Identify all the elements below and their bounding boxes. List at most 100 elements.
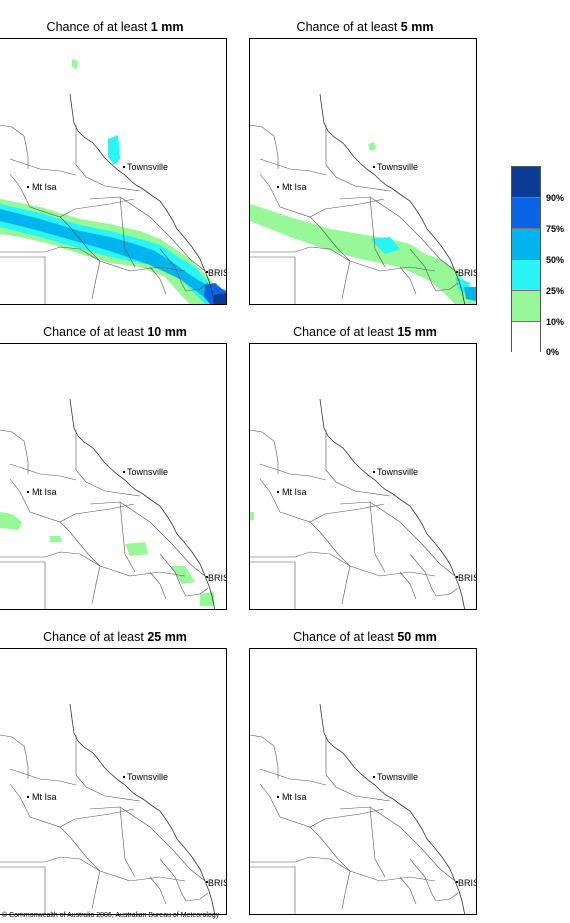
district-boundary xyxy=(89,501,206,577)
panel-title-50mm: Chance of at least 50 mm xyxy=(293,630,437,644)
rain-probability-field xyxy=(250,204,476,304)
district-boundary xyxy=(341,260,351,300)
town-marker xyxy=(27,796,29,798)
town-marker xyxy=(27,186,29,188)
map-panel-10mm: Townsville Mt Isa BRIS xyxy=(0,343,227,610)
district-boundary xyxy=(250,256,296,304)
rain-probability-field xyxy=(108,135,120,165)
coastline xyxy=(319,703,466,914)
panel-title-10mm: Chance of at least 10 mm xyxy=(43,325,187,339)
district-boundary xyxy=(185,892,209,902)
district-boundary xyxy=(259,463,327,481)
mt-isa-label: Mt Isa xyxy=(32,487,57,497)
town-marker xyxy=(123,471,125,473)
district-boundary xyxy=(119,196,136,268)
townsville-label: Townsville xyxy=(377,467,418,477)
town-marker xyxy=(277,796,279,798)
district-boundary xyxy=(339,501,456,577)
district-boundary xyxy=(259,478,385,523)
legend-label-50: 50% xyxy=(546,255,565,265)
legend-band-75-90 xyxy=(512,198,540,229)
district-boundary xyxy=(0,866,46,914)
district-boundary xyxy=(259,173,385,218)
district-boundary xyxy=(369,806,386,878)
district-boundary xyxy=(399,266,417,295)
district-boundary xyxy=(9,463,77,481)
rain-probability-field xyxy=(464,287,476,301)
district-boundary xyxy=(0,256,46,304)
district-boundary xyxy=(0,429,29,474)
district-boundary xyxy=(369,196,386,268)
rain-probability-field xyxy=(170,566,195,584)
district-boundary xyxy=(309,521,351,567)
district-boundary xyxy=(399,571,417,600)
brisbane-label: BRIS xyxy=(208,878,226,888)
mt-isa-label: Mt Isa xyxy=(32,182,57,192)
district-boundary xyxy=(0,246,186,272)
map-canvas: Townsville Mt Isa BRIS xyxy=(0,649,226,914)
district-boundary xyxy=(159,553,187,597)
townsville-label: Townsville xyxy=(377,162,418,172)
district-boundary xyxy=(59,521,101,567)
panel-title-15mm: Chance of at least 15 mm xyxy=(293,325,437,339)
legend-band-50-75 xyxy=(512,229,540,260)
district-boundary xyxy=(0,124,29,169)
brisbane-label: BRIS xyxy=(458,878,476,888)
rain-probability-field xyxy=(250,512,254,520)
district-boundary xyxy=(119,806,136,878)
district-boundary xyxy=(149,876,167,905)
mt-isa-label: Mt Isa xyxy=(282,487,307,497)
panel-title-5mm: Chance of at least 5 mm xyxy=(296,20,434,34)
district-boundary xyxy=(435,282,459,292)
town-marker xyxy=(456,881,458,883)
town-marker xyxy=(373,166,375,168)
district-boundary xyxy=(185,587,209,597)
panel-title-25mm: Chance of at least 25 mm xyxy=(43,630,187,644)
brisbane-label: BRIS xyxy=(208,268,226,278)
district-boundary xyxy=(409,553,437,597)
district-boundary xyxy=(89,196,206,272)
district-boundary xyxy=(159,858,187,902)
rain-probability-field xyxy=(200,592,214,606)
map-panel-25mm: Townsville Mt Isa BRIS xyxy=(0,648,227,915)
rain-probability-field xyxy=(214,293,226,304)
map-canvas: Townsville Mt Isa BRIS xyxy=(250,39,476,304)
rain-probability-field xyxy=(0,209,226,304)
rain-probability-field xyxy=(0,512,22,530)
district-boundary xyxy=(325,125,391,192)
legend-label-75: 75% xyxy=(546,224,565,234)
district-boundary xyxy=(75,430,141,497)
legend-band-25-50 xyxy=(512,260,540,291)
district-boundary xyxy=(9,158,77,176)
district-boundary xyxy=(89,806,206,882)
town-marker xyxy=(277,491,279,493)
town-marker xyxy=(456,271,458,273)
coastline xyxy=(319,398,466,609)
district-boundary xyxy=(9,768,77,786)
district-boundary xyxy=(369,501,386,573)
copyright-footer: © Commonwealth of Australia 2006, Austra… xyxy=(2,912,220,919)
brisbane-label: BRIS xyxy=(208,573,226,583)
legend-label-10: 10% xyxy=(546,317,565,327)
map-canvas: Townsville Mt Isa BRIS xyxy=(250,344,476,609)
coastline xyxy=(69,93,216,304)
district-boundary xyxy=(325,735,391,802)
district-boundary xyxy=(250,551,436,577)
map-canvas: Townsville Mt Isa BRIS xyxy=(250,649,476,914)
district-boundary xyxy=(435,587,459,597)
district-boundary xyxy=(9,478,135,523)
panel-title-1mm: Chance of at least 1 mm xyxy=(46,20,184,34)
town-marker xyxy=(206,576,208,578)
map-canvas: Townsville Mt Isa BRIS xyxy=(0,344,226,609)
mt-isa-label: Mt Isa xyxy=(32,792,57,802)
district-boundary xyxy=(341,565,351,605)
legend-band-10-25 xyxy=(512,291,540,322)
town-marker xyxy=(277,186,279,188)
legend-band-0-10 xyxy=(512,322,540,353)
coastline xyxy=(69,398,216,609)
rain-probability-field xyxy=(72,59,78,69)
legend-band-90-100 xyxy=(512,167,540,198)
rain-probability-field xyxy=(50,536,62,542)
district-boundary xyxy=(250,734,279,779)
district-boundary xyxy=(339,196,456,272)
